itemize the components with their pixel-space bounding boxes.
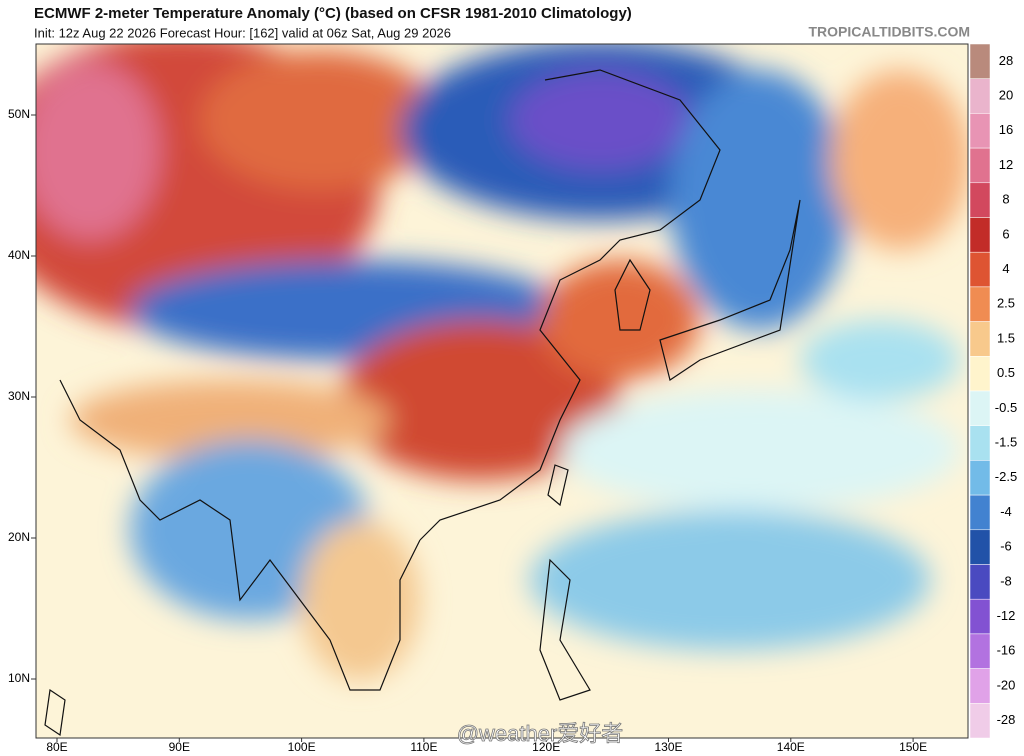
map-frame <box>35 43 969 739</box>
colorbar-swatch <box>969 78 991 114</box>
colorbar-label: -6 <box>1000 539 1012 554</box>
colorbar-label: -28 <box>997 712 1016 727</box>
colorbar-swatch <box>969 43 991 79</box>
colorbar-swatch <box>969 251 991 288</box>
colorbar-swatch <box>969 529 991 565</box>
colorbar-swatch <box>969 390 991 426</box>
colorbar-swatch <box>969 703 991 739</box>
colorbar-swatch <box>969 286 991 322</box>
colorbar-label: 4 <box>1002 261 1009 276</box>
colorbar-label: 6 <box>1002 226 1009 241</box>
colorbar-label: 1.5 <box>997 330 1015 345</box>
lon-label: 80E <box>46 740 67 754</box>
lon-label: 90E <box>169 740 190 754</box>
lat-label: 40N <box>8 248 30 262</box>
colorbar-swatch <box>969 598 991 635</box>
colorbar-label: 12 <box>999 157 1013 172</box>
colorbar-swatch <box>969 356 991 392</box>
colorbar-swatch <box>969 147 991 184</box>
colorbar-label: 8 <box>1002 192 1009 207</box>
colorbar-label: -2.5 <box>995 469 1017 484</box>
subtitle: Init: 12z Aug 22 2026 Forecast Hour: [16… <box>34 25 451 40</box>
lon-label: 100E <box>288 740 316 754</box>
colorbar-swatch <box>969 182 991 218</box>
source: TROPICALTIDBITS.COM <box>808 24 970 40</box>
colorbar-label: -12 <box>997 608 1016 623</box>
lat-label: 50N <box>8 107 30 121</box>
lon-label: 150E <box>899 740 927 754</box>
colorbar-swatch <box>969 460 991 496</box>
colorbar-swatch <box>969 494 991 531</box>
lon-label: 120E <box>532 740 560 754</box>
map-field <box>36 44 968 738</box>
colorbar-label: 0.5 <box>997 365 1015 380</box>
colorbar-swatch <box>969 321 991 357</box>
colorbar-swatch <box>969 564 991 600</box>
colorbar-label: 28 <box>999 53 1013 68</box>
colorbar-swatch <box>969 668 991 704</box>
colorbar-swatch <box>969 217 991 253</box>
colorbar-label: -8 <box>1000 573 1012 588</box>
lat-label: 20N <box>8 530 30 544</box>
colorbar-label: -16 <box>997 643 1016 658</box>
title: ECMWF 2-meter Temperature Anomaly (°C) (… <box>34 5 632 22</box>
colorbar-label: 20 <box>999 87 1013 102</box>
watermark: @weather爱好者 <box>457 721 624 746</box>
colorbar-label: 2.5 <box>997 296 1015 311</box>
lat-label: 10N <box>8 671 30 685</box>
lon-label: 140E <box>777 740 805 754</box>
colorbar-label: -20 <box>997 677 1016 692</box>
lat-label: 30N <box>8 389 30 403</box>
colorbar-swatch <box>969 633 991 669</box>
colorbar-label: -0.5 <box>995 400 1017 415</box>
colorbar-label: -4 <box>1000 504 1012 519</box>
lon-label: 110E <box>410 740 437 754</box>
colorbar-label: 16 <box>999 122 1013 137</box>
lon-label: 130E <box>654 740 682 754</box>
colorbar-swatch <box>969 425 991 461</box>
colorbar-swatch <box>969 113 991 149</box>
colorbar-label: -1.5 <box>995 434 1017 449</box>
